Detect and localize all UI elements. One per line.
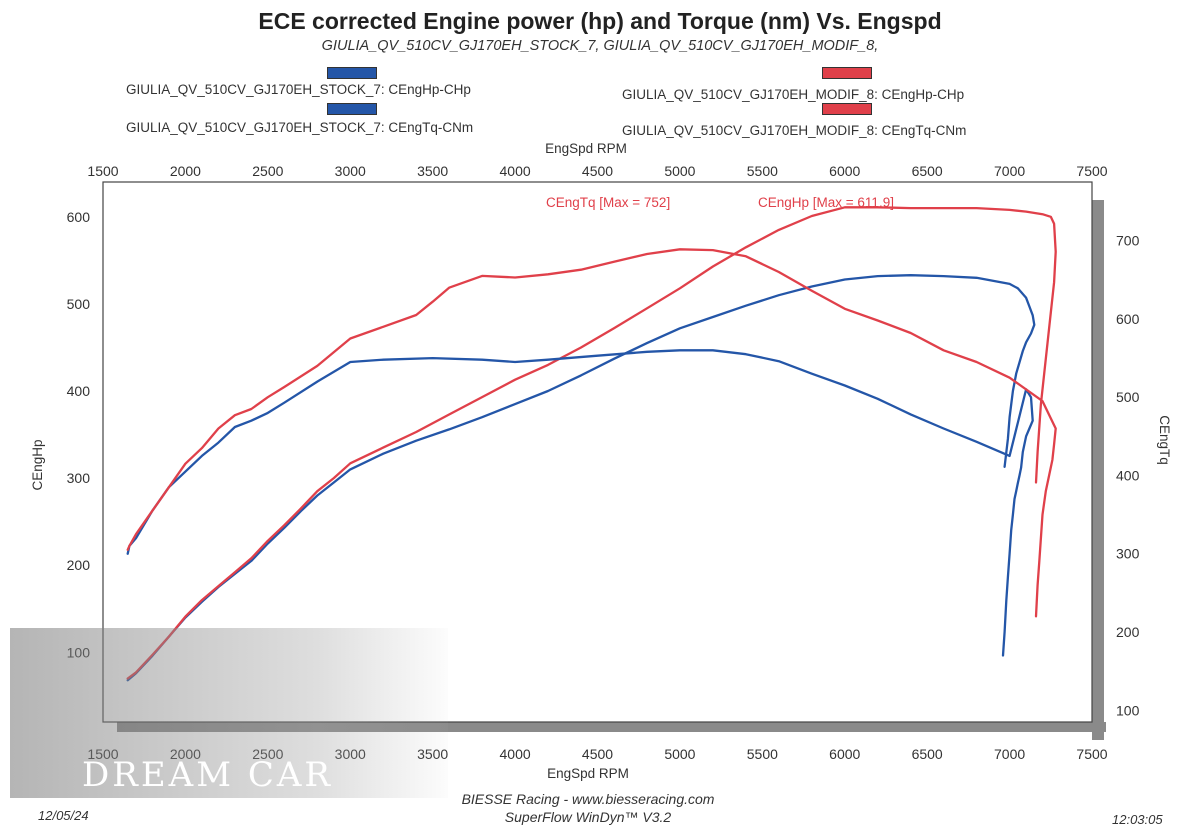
chart-title: ECE corrected Engine power (hp) and Torq… — [258, 8, 942, 34]
x-tick-label-top: 7000 — [994, 163, 1025, 179]
y-axis-label-right: CEngTq — [1157, 415, 1172, 465]
x-tick-label-top: 2000 — [170, 163, 201, 179]
x-axis-label-bottom: EngSpd RPM — [547, 766, 629, 781]
x-tick-label-top: 6500 — [912, 163, 943, 179]
y-left-tick-label: 400 — [67, 383, 91, 399]
y-left-tick-label: 500 — [67, 296, 91, 312]
footer-software: SuperFlow WinDyn™ V3.2 — [504, 809, 672, 825]
y-right-tick-label: 600 — [1116, 311, 1140, 327]
series-layer — [126, 206, 1057, 682]
x-tick-label-bottom: 7500 — [1076, 746, 1107, 762]
legend-swatch-stock-hp — [327, 67, 377, 79]
x-tick-label-bottom: 6000 — [829, 746, 860, 762]
legend-swatch-stock-tq — [327, 103, 377, 115]
chart-subtitle: GIULIA_QV_510CV_GJ170EH_STOCK_7, GIULIA_… — [321, 38, 879, 54]
x-tick-label-top: 2500 — [252, 163, 283, 179]
x-tick-label-bottom: 4000 — [500, 746, 531, 762]
y-right-tick-label: 200 — [1116, 624, 1140, 640]
footer-date: 12/05/24 — [38, 808, 89, 823]
annotation-max-power: CEngHp [Max = 611.9] — [758, 195, 894, 210]
series-line-0 — [126, 274, 1036, 682]
plot-shadow-right — [1092, 200, 1104, 740]
x-tick-label-top: 3500 — [417, 163, 448, 179]
y-left-tick-label: 600 — [67, 209, 91, 225]
legend-swatch-modif-tq — [822, 103, 872, 115]
x-tick-label-top: 1500 — [87, 163, 118, 179]
y-axis-label-left: CEngHp — [30, 439, 45, 490]
annotation-max-torque: CEngTq [Max = 752] — [546, 195, 670, 210]
y-left-tick-label: 300 — [67, 470, 91, 486]
plot-shadow-bottom — [117, 722, 1106, 732]
watermark-logo: DREAM CAR — [82, 755, 334, 795]
x-tick-label-top: 7500 — [1076, 163, 1107, 179]
y-right-tick-label: 400 — [1116, 467, 1140, 483]
legend-modif-tq: GIULIA_QV_510CV_GJ170EH_MODIF_8: CEngTq-… — [622, 123, 967, 138]
x-axis-label-top: EngSpd RPM — [545, 141, 627, 156]
legend-stock-tq: GIULIA_QV_510CV_GJ170EH_STOCK_7: CEngTq-… — [126, 120, 474, 135]
x-tick-label-top: 4000 — [500, 163, 531, 179]
x-tick-label-top: 5000 — [664, 163, 695, 179]
x-tick-label-bottom: 5500 — [747, 746, 778, 762]
x-tick-label-bottom: 5000 — [664, 746, 695, 762]
y-left-tick-label: 200 — [67, 557, 91, 573]
watermark-overlay — [10, 628, 448, 798]
x-tick-label-top: 4500 — [582, 163, 613, 179]
legend-swatch-modif-hp — [822, 67, 872, 79]
x-tick-label-top: 6000 — [829, 163, 860, 179]
legend-stock-hp: GIULIA_QV_510CV_GJ170EH_STOCK_7: CEngHp-… — [126, 82, 471, 97]
x-tick-label-bottom: 4500 — [582, 746, 613, 762]
x-tick-label-bottom: 6500 — [912, 746, 943, 762]
x-tick-label-top: 3000 — [335, 163, 366, 179]
x-tick-label-top: 5500 — [747, 163, 778, 179]
x-tick-label-bottom: 7000 — [994, 746, 1025, 762]
legend-modif-hp: GIULIA_QV_510CV_GJ170EH_MODIF_8: CEngHp-… — [622, 87, 965, 102]
series-line-1 — [126, 206, 1057, 680]
series-line-2 — [126, 349, 1034, 657]
series-line-3 — [126, 248, 1057, 618]
y-right-tick-label: 100 — [1116, 702, 1140, 718]
y-right-tick-label: 300 — [1116, 546, 1140, 562]
y-right-tick-label: 500 — [1116, 389, 1140, 405]
footer-company: BIESSE Racing - www.biesseracing.com — [461, 791, 715, 807]
footer-time: 12:03:05 — [1112, 812, 1163, 827]
y-right-tick-label: 700 — [1116, 233, 1140, 249]
